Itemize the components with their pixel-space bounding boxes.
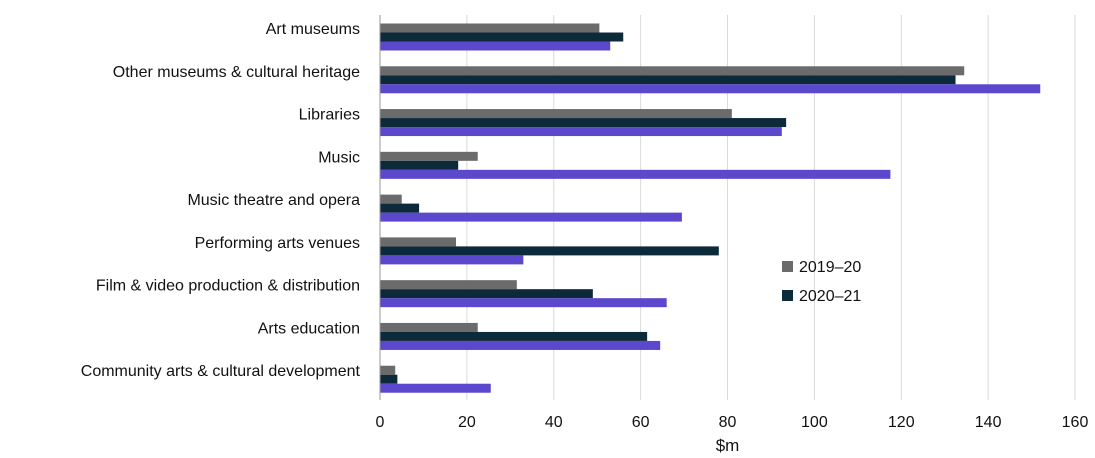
- bar-arts-education-series-3: [380, 340, 661, 350]
- category-label-music-theatre-and-opera: Music theatre and opera: [187, 192, 360, 209]
- bar-libraries-series-3: [380, 127, 782, 137]
- bar-music-series-1: [380, 151, 478, 161]
- x-tick-label-60: 60: [632, 414, 650, 431]
- bar-community-arts-cultural-development-series-1: [380, 365, 396, 375]
- category-label-community-arts-cultural-development: Community arts & cultural development: [81, 363, 361, 380]
- category-labels: Art museums Other museums & cultural heri…: [81, 21, 361, 380]
- legend-label-2020-21: 2020–21: [799, 288, 861, 305]
- x-tick-label-40: 40: [545, 414, 563, 431]
- category-label-performing-arts-venues: Performing arts venues: [195, 235, 360, 252]
- bar-film-video-production-distribution-series-1: [380, 280, 517, 290]
- category-label-film-video-production-distribution: Film & video production & distribution: [96, 278, 360, 295]
- category-label-libraries: Libraries: [299, 107, 360, 124]
- bar-music-theatre-and-opera-series-3: [380, 212, 682, 222]
- x-tick-label-160: 160: [1062, 414, 1089, 431]
- bar-film-video-production-distribution-series-2: [380, 289, 593, 299]
- bar-other-museums-cultural-heritage-series-3: [380, 84, 1041, 94]
- bar-art-museums-series-3: [380, 41, 611, 51]
- bar-performing-arts-venues-series-2: [380, 246, 719, 256]
- bar-music-theatre-and-opera-series-1: [380, 194, 402, 204]
- bar-music-series-3: [380, 169, 891, 179]
- x-tick-label-140: 140: [975, 414, 1002, 431]
- bar-music-series-2: [380, 160, 459, 170]
- legend: 2019–20 2020–21: [782, 259, 861, 305]
- bar-arts-education-series-1: [380, 322, 478, 332]
- x-tick-label-20: 20: [458, 414, 476, 431]
- x-tick-label-80: 80: [719, 414, 737, 431]
- legend-swatch-2019-20: [782, 261, 793, 272]
- bar-other-museums-cultural-heritage-series-2: [380, 75, 956, 85]
- category-label-music: Music: [318, 149, 360, 166]
- legend-swatch-2020-21: [782, 290, 793, 301]
- x-axis-title: $m: [716, 436, 740, 455]
- bar-community-arts-cultural-development-series-2: [380, 374, 398, 384]
- bar-arts-education-series-2: [380, 331, 648, 341]
- bar-community-arts-cultural-development-series-3: [380, 383, 491, 393]
- x-tick-label-120: 120: [888, 414, 915, 431]
- bar-art-museums-series-1: [380, 23, 600, 33]
- category-label-other-museums-cultural-heritage: Other museums & cultural heritage: [113, 64, 360, 81]
- x-tick-label-0: 0: [376, 414, 385, 431]
- category-label-art-museums: Art museums: [266, 21, 360, 38]
- bar-music-theatre-and-opera-series-2: [380, 203, 420, 213]
- bar-libraries-series-1: [380, 109, 732, 119]
- bar-libraries-series-2: [380, 118, 787, 128]
- bar-art-museums-series-2: [380, 32, 624, 42]
- legend-label-2019-20: 2019–20: [799, 259, 861, 276]
- bar-performing-arts-venues-series-1: [380, 237, 457, 247]
- bars: [380, 23, 1041, 393]
- bar-performing-arts-venues-series-3: [380, 255, 524, 265]
- category-label-arts-education: Arts education: [258, 320, 360, 337]
- x-tick-labels: 0 20 40 60 80 100 120 140 160: [376, 414, 1089, 431]
- bar-film-video-production-distribution-series-3: [380, 298, 667, 308]
- bar-other-museums-cultural-heritage-series-1: [380, 66, 965, 76]
- x-tick-label-100: 100: [801, 414, 828, 431]
